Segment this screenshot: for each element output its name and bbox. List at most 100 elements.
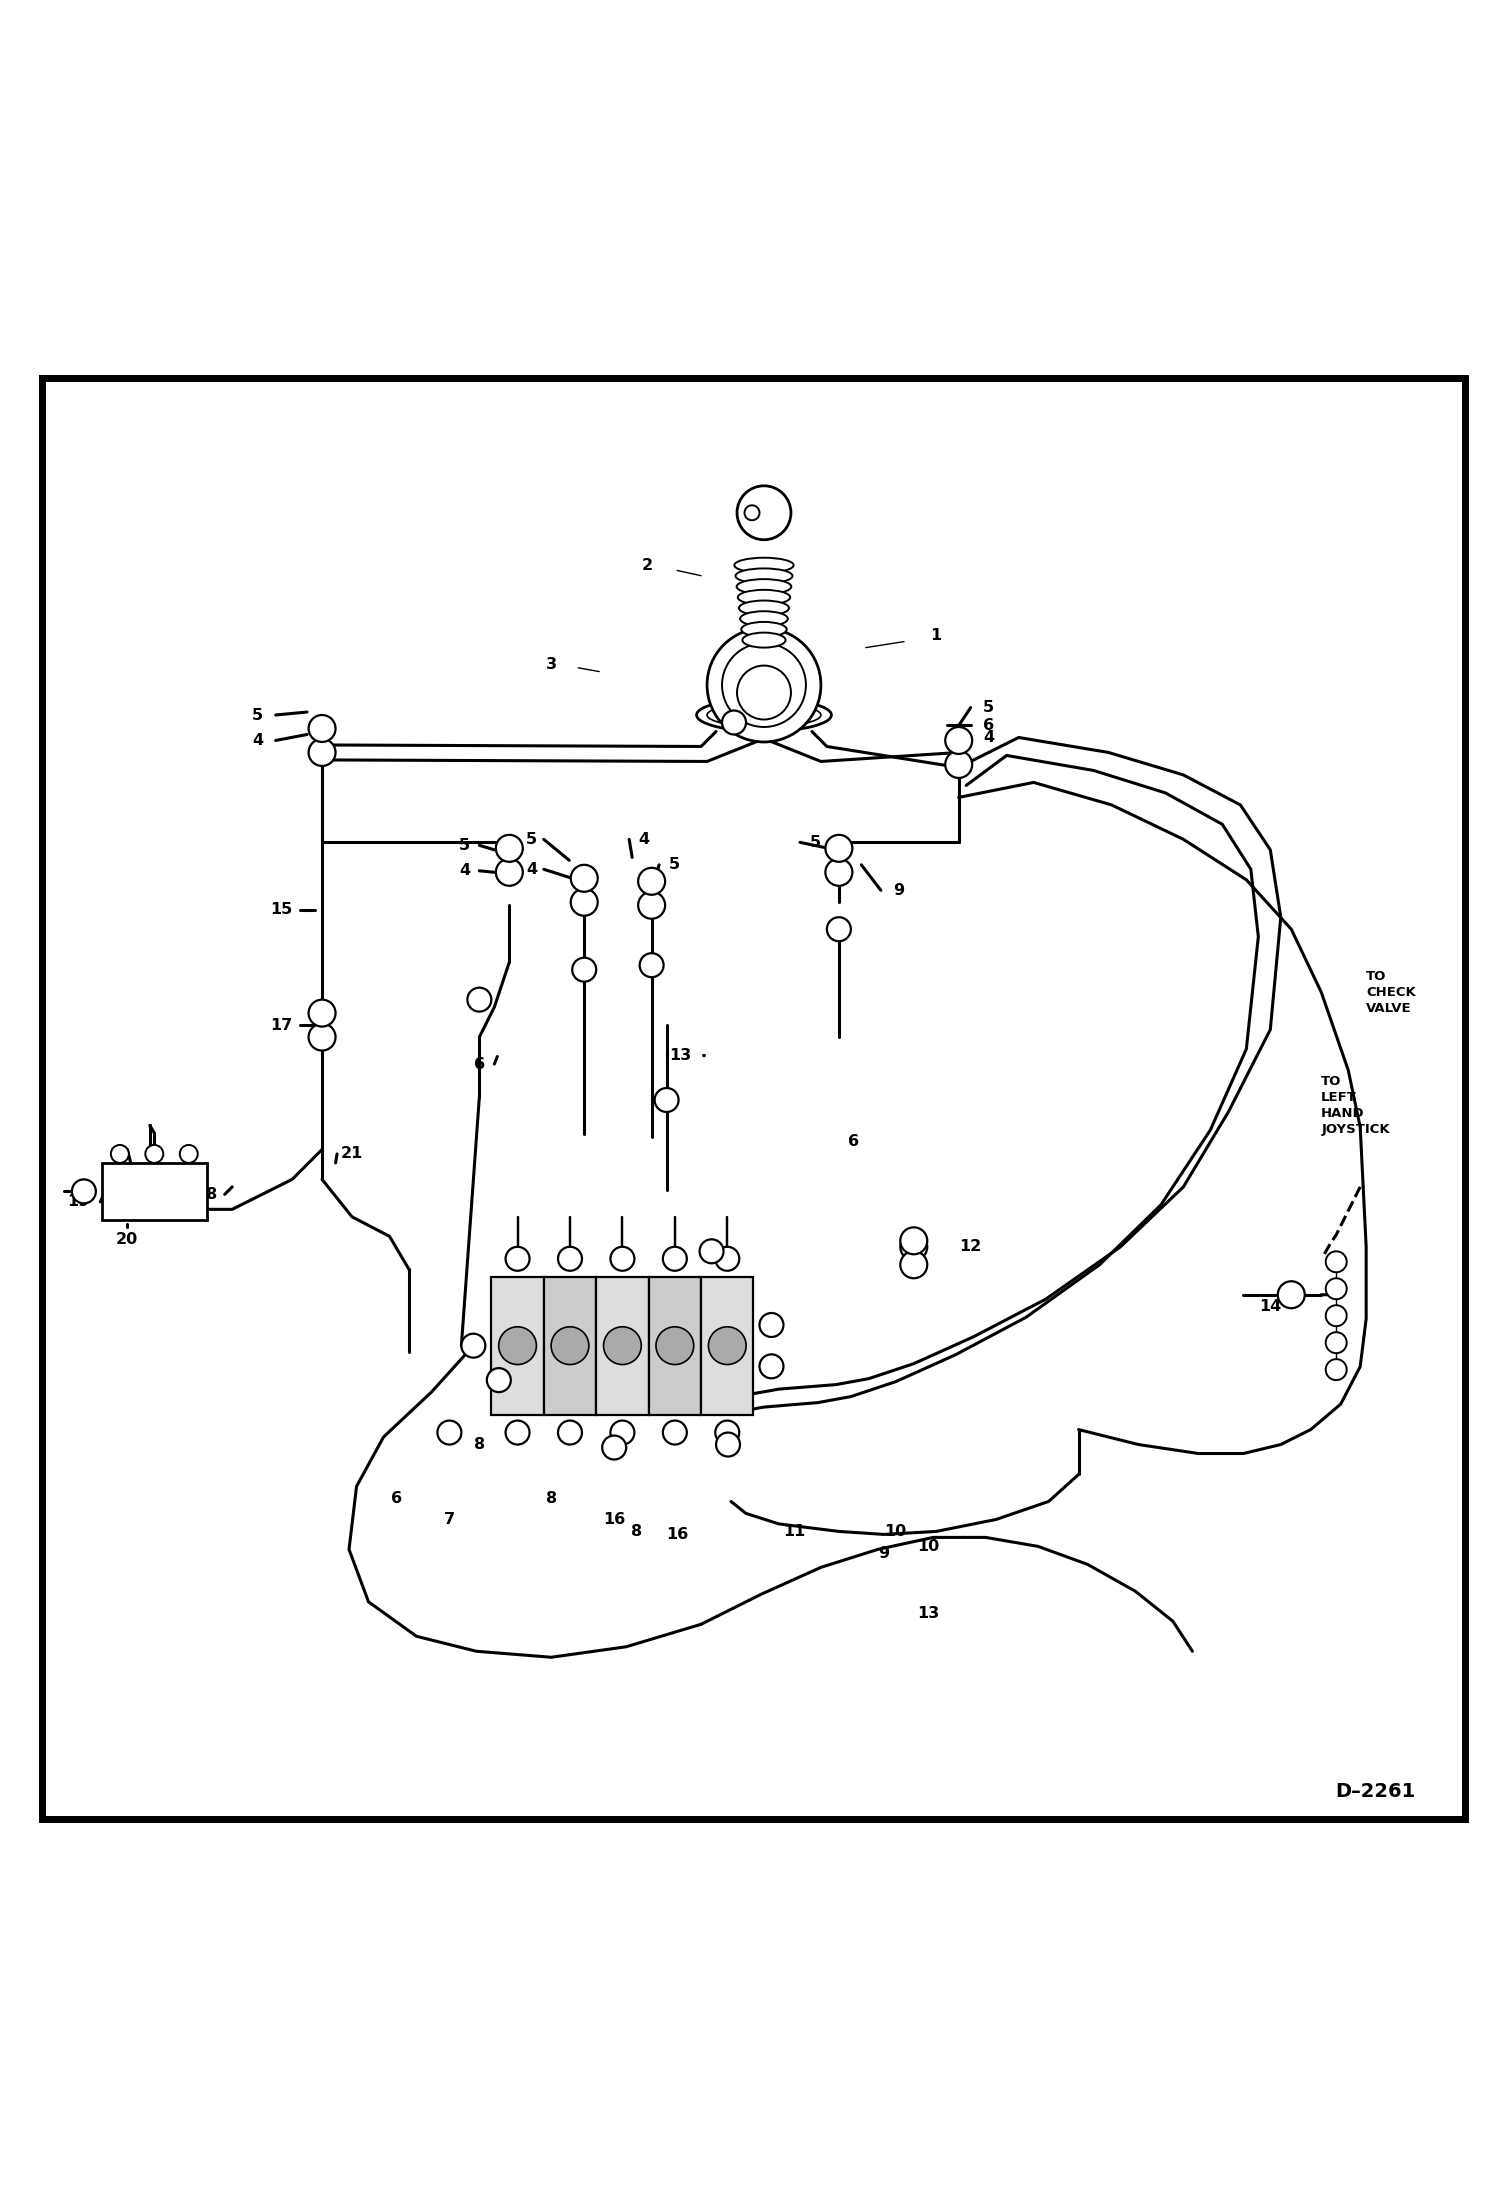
Circle shape (309, 715, 336, 742)
Circle shape (638, 891, 665, 919)
Circle shape (827, 917, 851, 941)
Circle shape (506, 1246, 530, 1270)
Text: 6: 6 (983, 717, 995, 733)
Circle shape (1326, 1305, 1347, 1325)
Circle shape (709, 1327, 746, 1365)
Circle shape (496, 836, 523, 862)
Circle shape (722, 643, 806, 726)
Ellipse shape (697, 698, 831, 731)
Text: 20: 20 (117, 1231, 138, 1246)
Text: 4: 4 (638, 832, 650, 847)
Circle shape (111, 1145, 129, 1163)
Text: 18: 18 (196, 1187, 217, 1202)
Circle shape (700, 1240, 724, 1264)
Circle shape (640, 952, 664, 976)
Text: 13: 13 (670, 1047, 691, 1062)
Text: 5: 5 (252, 706, 264, 722)
Text: 4: 4 (526, 862, 538, 878)
Ellipse shape (740, 612, 788, 625)
Circle shape (900, 1233, 927, 1259)
Ellipse shape (743, 632, 785, 647)
Circle shape (309, 739, 336, 766)
Circle shape (655, 1088, 679, 1112)
Circle shape (759, 1312, 783, 1336)
Circle shape (722, 711, 746, 735)
Circle shape (487, 1369, 511, 1393)
Circle shape (611, 1246, 635, 1270)
Circle shape (467, 987, 491, 1011)
Circle shape (707, 627, 821, 742)
Text: TO
CHECK
VALVE: TO CHECK VALVE (1366, 970, 1416, 1014)
Circle shape (1326, 1358, 1347, 1380)
Circle shape (437, 1420, 461, 1444)
Text: 21: 21 (342, 1147, 363, 1161)
Bar (649, 1277, 701, 1415)
Text: 1: 1 (930, 627, 942, 643)
Circle shape (604, 1327, 641, 1365)
Text: 6: 6 (473, 1058, 485, 1071)
Text: 6: 6 (848, 1134, 860, 1150)
Circle shape (900, 1251, 927, 1279)
Text: TO
LEFT
HAND
JOYSTICK: TO LEFT HAND JOYSTICK (1321, 1075, 1390, 1136)
Circle shape (506, 1420, 530, 1444)
Circle shape (309, 1025, 336, 1051)
Ellipse shape (707, 702, 821, 726)
Circle shape (571, 889, 598, 915)
Text: 4: 4 (983, 731, 995, 746)
Text: 5: 5 (458, 838, 470, 853)
Text: 4: 4 (458, 862, 470, 878)
Circle shape (825, 836, 852, 862)
Text: 3: 3 (545, 656, 557, 671)
Text: 16: 16 (604, 1512, 625, 1527)
Bar (491, 1277, 544, 1415)
Text: 13: 13 (918, 1606, 939, 1621)
Circle shape (716, 1433, 740, 1457)
Text: 7: 7 (443, 1512, 455, 1527)
Text: 9: 9 (893, 882, 905, 897)
Text: 12: 12 (960, 1240, 981, 1255)
Bar (701, 1277, 753, 1415)
Circle shape (716, 1420, 740, 1444)
Text: 19: 19 (67, 1194, 88, 1209)
Ellipse shape (737, 579, 791, 595)
Circle shape (825, 858, 852, 886)
Bar (544, 1277, 596, 1415)
Text: 8: 8 (473, 1437, 485, 1452)
Circle shape (461, 1334, 485, 1358)
Circle shape (1326, 1251, 1347, 1273)
Text: 5: 5 (809, 836, 821, 849)
Circle shape (309, 1000, 336, 1027)
Circle shape (1326, 1279, 1347, 1299)
Circle shape (611, 1420, 635, 1444)
Circle shape (1326, 1332, 1347, 1354)
Circle shape (72, 1180, 96, 1202)
Text: 10: 10 (918, 1538, 939, 1553)
Ellipse shape (736, 568, 792, 584)
Text: 17: 17 (271, 1018, 292, 1033)
Circle shape (499, 1327, 536, 1365)
Text: 8: 8 (545, 1492, 557, 1505)
Circle shape (557, 1420, 581, 1444)
Circle shape (737, 485, 791, 540)
Text: 5: 5 (983, 700, 995, 715)
Circle shape (759, 1354, 783, 1378)
Text: D–2261: D–2261 (1335, 1782, 1416, 1801)
Circle shape (945, 726, 972, 755)
Ellipse shape (734, 557, 794, 573)
Circle shape (571, 864, 598, 891)
Bar (596, 1277, 649, 1415)
Circle shape (737, 665, 791, 720)
Text: 5: 5 (668, 858, 680, 873)
Circle shape (602, 1435, 626, 1459)
Bar (102, 1163, 207, 1220)
Text: 8: 8 (631, 1525, 643, 1538)
Text: 6: 6 (391, 1492, 403, 1505)
Circle shape (716, 1246, 740, 1270)
Circle shape (662, 1246, 686, 1270)
Text: 11: 11 (783, 1525, 804, 1538)
Circle shape (180, 1145, 198, 1163)
Circle shape (745, 505, 759, 520)
Text: 4: 4 (252, 733, 264, 748)
Text: 16: 16 (667, 1527, 688, 1542)
Circle shape (145, 1145, 163, 1163)
